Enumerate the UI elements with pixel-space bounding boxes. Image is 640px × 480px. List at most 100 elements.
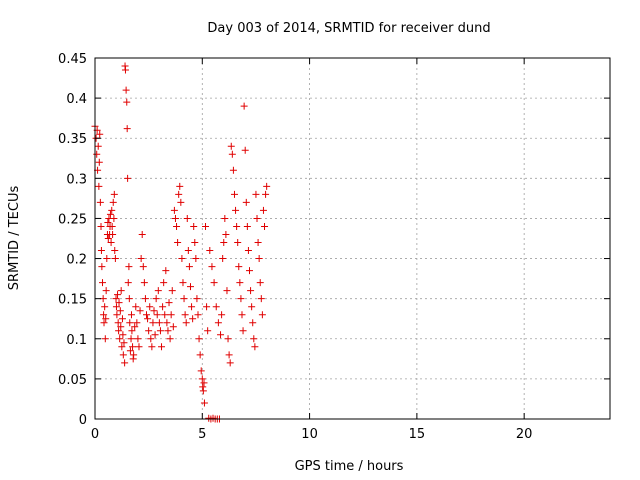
data-point [163,319,171,327]
data-point [179,279,187,287]
data-point [210,279,218,287]
data-point [248,303,256,311]
data-point [199,383,207,391]
data-point [135,343,143,351]
y-tick-label: 0 [79,413,87,428]
data-point [191,239,199,247]
data-point [136,307,144,315]
data-point [227,142,235,150]
data-point [131,323,139,331]
plot-frame [94,57,611,420]
data-point [195,335,203,343]
data-point [123,98,131,106]
data-point [108,222,116,230]
data-point [232,206,240,214]
data-point [228,150,236,158]
data-point [116,307,124,315]
data-point [121,359,129,367]
data-point [112,295,120,303]
data-point [200,379,208,387]
data-point [138,230,146,238]
data-point [95,182,103,190]
y-axis-label: SRMTID / TECUs [7,186,22,291]
data-point [110,214,118,222]
data-point [220,239,228,247]
data-point [196,351,204,359]
data-point [140,279,148,287]
data-point [159,303,167,311]
y-tick-label: 0.1 [66,333,87,348]
data-point [204,327,212,335]
data-point [102,315,110,323]
data-point [253,214,261,222]
data-point [230,190,238,198]
data-point [222,230,230,238]
data-point [129,343,137,351]
data-point [236,279,244,287]
y-tick-label: 0.3 [66,172,87,187]
data-point [261,222,269,230]
data-point [160,279,168,287]
data-points [91,62,271,423]
data-point [173,222,181,230]
data-point [175,190,183,198]
data-point [150,307,158,315]
data-point [95,158,103,166]
data-point [113,311,121,319]
data-point [94,142,102,150]
data-point [115,299,123,307]
data-point [112,303,120,311]
x-tick-label: 15 [409,427,426,442]
data-point [104,218,112,226]
y-tick-label: 0.15 [58,293,87,308]
data-point [199,387,207,395]
data-point [262,190,270,198]
y-tick-label: 0.4 [66,92,87,107]
data-point [156,327,164,335]
data-point [125,295,133,303]
data-point [98,263,106,271]
data-point [125,263,133,271]
data-point [258,311,266,319]
data-point [242,198,250,206]
data-point [219,255,227,263]
data-point [109,198,117,206]
data-point [151,331,159,339]
data-point [146,303,154,311]
data-point [249,319,257,327]
x-tick-label: 10 [301,427,318,442]
data-point [186,283,194,291]
data-point [128,327,136,335]
data-point [145,327,153,335]
data-point [97,222,105,230]
data-point [121,66,129,74]
data-point [224,335,232,343]
data-point [218,311,226,319]
data-point [182,319,190,327]
data-point [126,347,134,355]
data-point [124,279,132,287]
data-point [149,319,157,327]
data-point [217,331,225,339]
data-point [116,335,124,343]
data-point [134,335,142,343]
y-tick-labels: 0 0.05 0.1 0.15 0.2 0.25 0.3 0.35 0.4 0.45 [58,52,87,428]
data-point [97,247,105,255]
data-point [111,255,119,263]
data-point [93,150,101,158]
data-point [147,335,155,343]
data-point [103,255,111,263]
data-point [203,303,211,311]
data-point [247,287,255,295]
data-point [192,255,200,263]
data-point [177,198,185,206]
data-point [185,263,193,271]
data-point [154,287,162,295]
y-tick-label: 0.2 [66,253,87,268]
data-point [100,319,108,327]
data-point [202,222,210,230]
data-point [200,399,208,407]
data-point [107,239,115,247]
data-point [132,303,140,311]
